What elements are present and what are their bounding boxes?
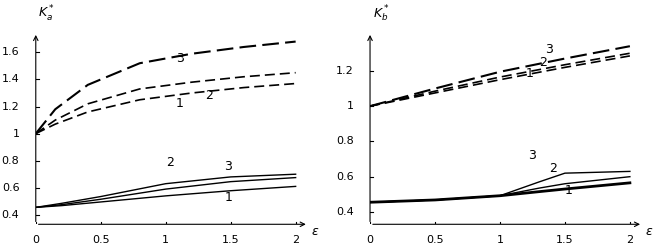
Text: 1: 1 [497,235,503,245]
Text: 0: 0 [32,235,39,245]
Text: 1: 1 [176,97,184,110]
Text: 1.5: 1.5 [556,235,574,245]
Text: 0: 0 [367,235,373,245]
Text: 3: 3 [545,43,553,56]
Text: 0.6: 0.6 [2,183,20,193]
Text: 1: 1 [526,67,534,80]
Text: $K_b^*$: $K_b^*$ [373,4,390,24]
Text: 1.2: 1.2 [2,102,20,112]
Text: 1: 1 [12,128,20,139]
Text: 2: 2 [292,235,299,245]
Text: 0.4: 0.4 [336,207,354,217]
Text: 2: 2 [205,89,213,102]
Text: 0.6: 0.6 [336,172,354,182]
Text: 2: 2 [549,162,557,175]
Text: 3: 3 [529,149,537,162]
Text: ε: ε [646,226,652,239]
Text: 0.8: 0.8 [2,156,20,166]
Text: 0.5: 0.5 [426,235,444,245]
Text: 1.5: 1.5 [222,235,239,245]
Text: 0.8: 0.8 [336,136,354,146]
Text: 0.4: 0.4 [2,210,20,220]
Text: 1: 1 [565,184,573,197]
Text: 1: 1 [346,101,354,111]
Text: 2: 2 [626,235,634,245]
Text: 0.5: 0.5 [92,235,110,245]
Text: 1: 1 [224,191,232,204]
Text: 3: 3 [176,52,184,65]
Text: 2: 2 [539,57,547,69]
Text: 1.2: 1.2 [336,66,354,76]
Text: 1: 1 [162,235,169,245]
Text: 2: 2 [166,156,174,169]
Text: 3: 3 [224,160,232,173]
Text: 1.4: 1.4 [2,74,20,84]
Text: ε: ε [311,226,318,239]
Text: $K_a^*$: $K_a^*$ [39,4,55,24]
Text: 1.6: 1.6 [2,47,20,58]
